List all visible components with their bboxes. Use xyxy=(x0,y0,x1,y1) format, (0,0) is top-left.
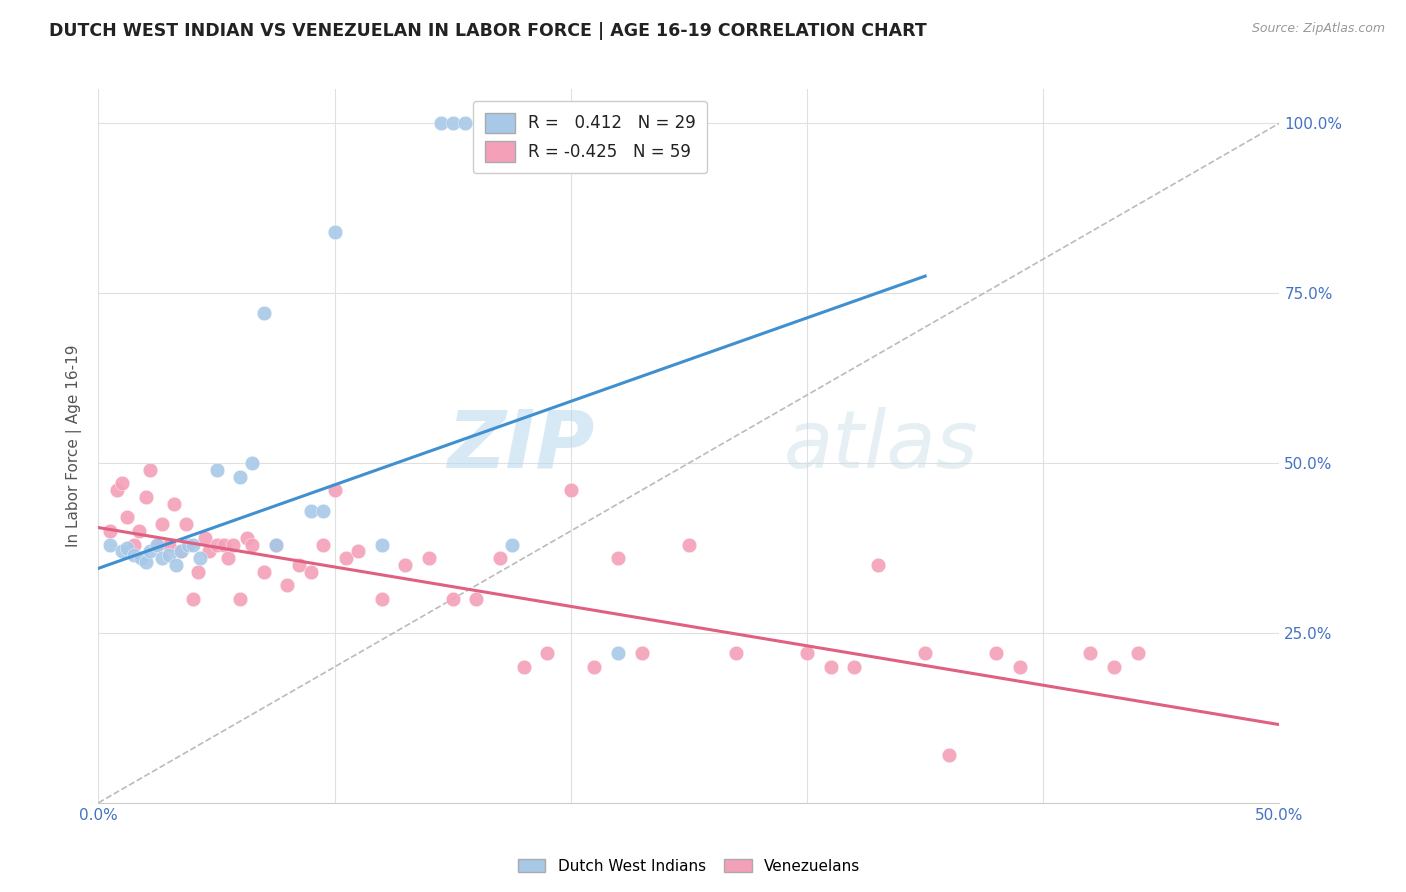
Point xyxy=(1080,646,1102,660)
Point xyxy=(170,544,193,558)
Point xyxy=(212,537,235,551)
Point xyxy=(583,660,606,674)
Point xyxy=(371,591,394,606)
Legend: R =   0.412   N = 29, R = -0.425   N = 59: R = 0.412 N = 29, R = -0.425 N = 59 xyxy=(472,101,707,173)
Y-axis label: In Labor Force | Age 16-19: In Labor Force | Age 16-19 xyxy=(66,344,83,548)
Point xyxy=(299,503,322,517)
Point xyxy=(177,537,200,551)
Point xyxy=(276,578,298,592)
Point xyxy=(163,497,186,511)
Point xyxy=(146,537,169,551)
Point xyxy=(205,463,228,477)
Point xyxy=(489,551,512,566)
Point xyxy=(512,660,534,674)
Point xyxy=(98,524,121,538)
Point xyxy=(264,537,287,551)
Point xyxy=(222,537,245,551)
Point xyxy=(560,483,582,498)
Text: atlas: atlas xyxy=(783,407,979,485)
Point xyxy=(1102,660,1125,674)
Point xyxy=(135,555,157,569)
Point xyxy=(844,660,866,674)
Point xyxy=(371,537,394,551)
Point xyxy=(139,463,162,477)
Point xyxy=(607,646,630,660)
Point xyxy=(725,646,748,660)
Point xyxy=(607,551,630,566)
Point xyxy=(253,565,276,579)
Point xyxy=(323,483,346,498)
Point xyxy=(111,544,134,558)
Point xyxy=(323,225,346,239)
Point xyxy=(253,306,276,320)
Point xyxy=(264,537,287,551)
Point xyxy=(288,558,311,572)
Point xyxy=(150,551,173,566)
Point xyxy=(170,544,193,558)
Point xyxy=(347,544,370,558)
Point xyxy=(181,591,204,606)
Point xyxy=(240,537,263,551)
Point xyxy=(146,537,169,551)
Point xyxy=(914,646,936,660)
Point xyxy=(157,548,180,562)
Point xyxy=(236,531,259,545)
Point xyxy=(938,748,960,763)
Point xyxy=(1008,660,1031,674)
Point xyxy=(187,565,209,579)
Point xyxy=(122,548,145,562)
Point xyxy=(299,565,322,579)
Point xyxy=(150,517,173,532)
Point xyxy=(174,517,197,532)
Point xyxy=(312,503,335,517)
Point xyxy=(394,558,416,572)
Point xyxy=(217,551,239,566)
Point xyxy=(122,537,145,551)
Point xyxy=(135,490,157,504)
Point xyxy=(98,537,121,551)
Text: DUTCH WEST INDIAN VS VENEZUELAN IN LABOR FORCE | AGE 16-19 CORRELATION CHART: DUTCH WEST INDIAN VS VENEZUELAN IN LABOR… xyxy=(49,22,927,40)
Point xyxy=(229,469,252,483)
Point xyxy=(441,591,464,606)
Point xyxy=(188,551,211,566)
Point xyxy=(165,558,187,572)
Point xyxy=(465,591,488,606)
Point xyxy=(194,531,217,545)
Legend: Dutch West Indians, Venezuelans: Dutch West Indians, Venezuelans xyxy=(512,853,866,880)
Point xyxy=(418,551,440,566)
Point xyxy=(229,591,252,606)
Point xyxy=(205,537,228,551)
Point xyxy=(430,116,453,130)
Point xyxy=(181,537,204,551)
Point xyxy=(111,476,134,491)
Text: ZIP: ZIP xyxy=(447,407,595,485)
Point xyxy=(240,456,263,470)
Point xyxy=(866,558,889,572)
Point xyxy=(128,524,150,538)
Text: Source: ZipAtlas.com: Source: ZipAtlas.com xyxy=(1251,22,1385,36)
Point xyxy=(796,646,818,660)
Point xyxy=(1126,646,1149,660)
Point xyxy=(139,544,162,558)
Point xyxy=(630,646,652,660)
Point xyxy=(501,537,523,551)
Point xyxy=(453,116,475,130)
Point xyxy=(198,544,221,558)
Point xyxy=(115,510,138,524)
Point xyxy=(115,541,138,555)
Point xyxy=(129,551,152,566)
Point xyxy=(157,537,180,551)
Point xyxy=(678,537,700,551)
Point xyxy=(335,551,357,566)
Point xyxy=(312,537,335,551)
Point xyxy=(984,646,1007,660)
Point xyxy=(441,116,464,130)
Point xyxy=(536,646,558,660)
Point xyxy=(105,483,128,498)
Point xyxy=(820,660,842,674)
